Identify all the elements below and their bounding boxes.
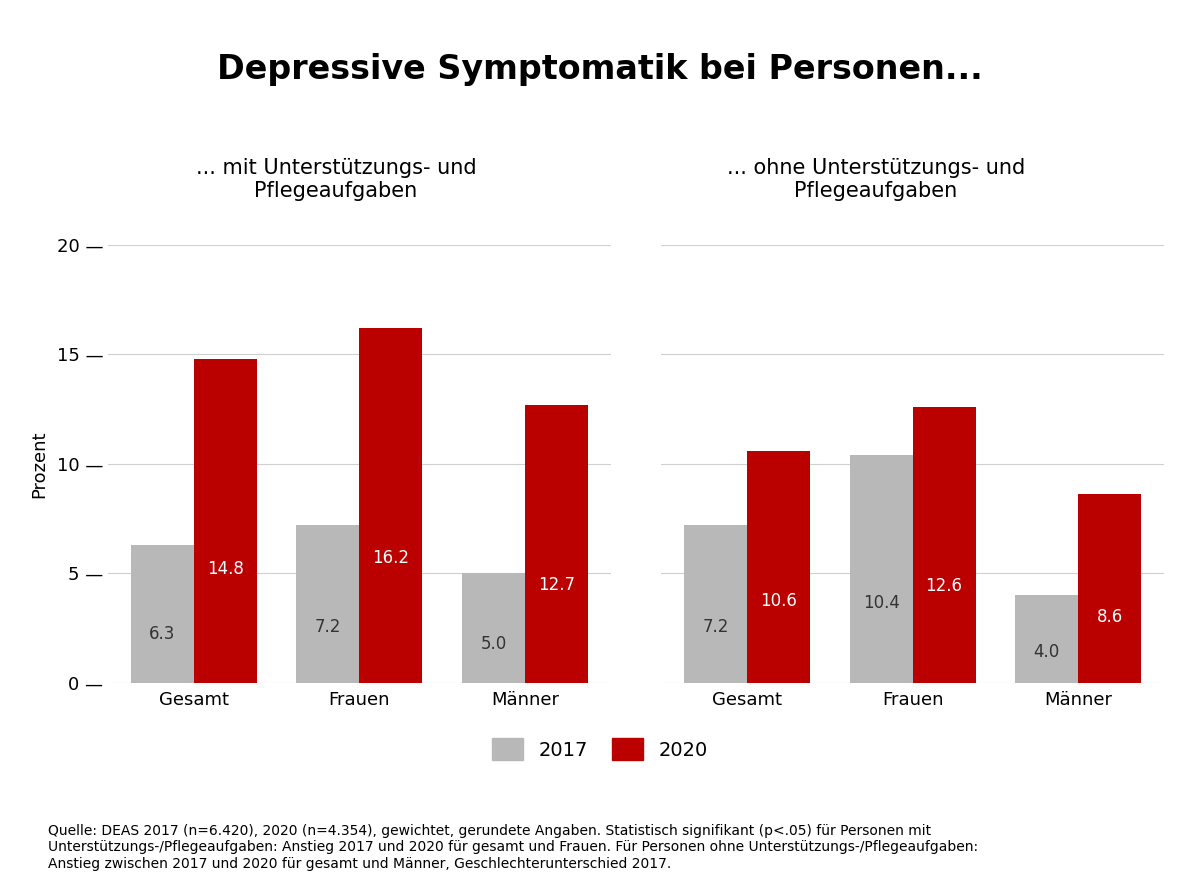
Text: ... mit Unterstützungs- und
Pflegeaufgaben: ... mit Unterstützungs- und Pflegeaufgab… [196,158,476,200]
Bar [1015,595,1079,682]
Bar [746,451,810,682]
Bar [526,404,588,682]
Text: 7.2: 7.2 [314,619,341,636]
Text: 6.3: 6.3 [149,626,175,643]
Text: 4.0: 4.0 [1033,643,1060,661]
Text: ... ohne Unterstützungs- und
Pflegeaufgaben: ... ohne Unterstützungs- und Pflegeaufga… [727,158,1025,200]
Text: 12.6: 12.6 [925,577,962,595]
Text: 5.0: 5.0 [480,635,506,654]
Bar [131,544,193,682]
Bar [462,573,526,682]
Text: 10.6: 10.6 [760,592,797,611]
Bar [296,525,360,682]
Text: 14.8: 14.8 [206,560,244,578]
Bar [912,407,976,682]
Bar [684,525,746,682]
Text: 12.7: 12.7 [538,577,575,594]
Legend: 2017, 2020: 2017, 2020 [492,738,708,760]
Text: 8.6: 8.6 [1097,607,1123,626]
Bar [360,328,422,682]
Text: 16.2: 16.2 [372,550,409,568]
Text: Quelle: DEAS 2017 (n=6.420), 2020 (n=4.354), gewichtet, gerundete Angaben. Stati: Quelle: DEAS 2017 (n=6.420), 2020 (n=4.3… [48,824,978,871]
Text: Depressive Symptomatik bei Personen...: Depressive Symptomatik bei Personen... [217,52,983,86]
Y-axis label: Prozent: Prozent [30,430,48,498]
Text: 7.2: 7.2 [702,619,728,636]
Bar [193,359,257,682]
Bar [1079,494,1141,682]
Bar [850,455,912,682]
Text: 10.4: 10.4 [863,594,900,612]
